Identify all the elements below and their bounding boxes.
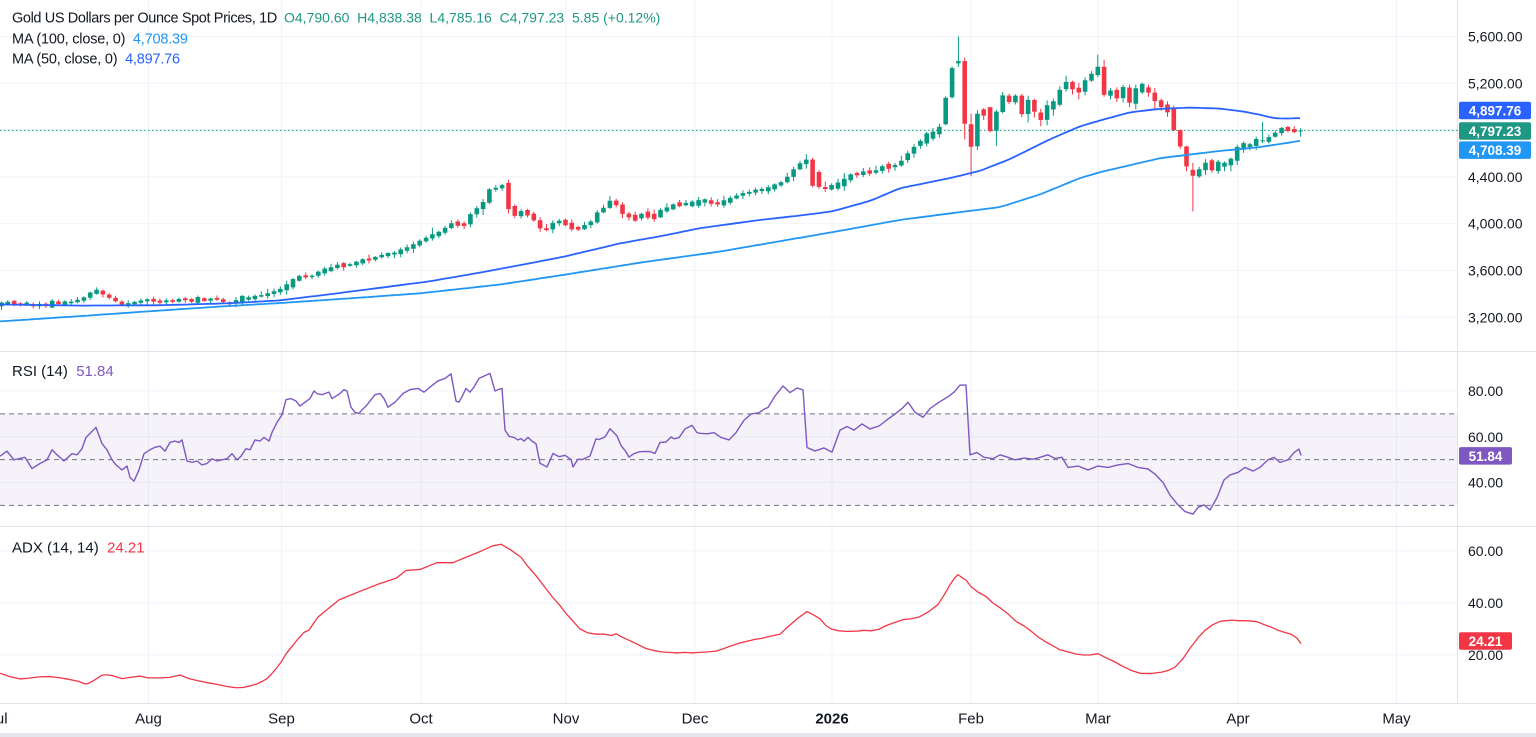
svg-text:Jul: Jul [0,711,8,728]
svg-text:MA (50, close, 0) 4,897.76: MA (50, close, 0) 4,897.76 [12,52,180,68]
svg-text:Nov: Nov [553,711,580,728]
svg-text:40.00: 40.00 [1468,595,1503,611]
svg-text:Aug: Aug [135,711,162,728]
svg-text:Gold US Dollars per Ounce Spot: Gold US Dollars per Ounce Spot Prices, 1… [12,11,277,27]
svg-text:5,600.00: 5,600.00 [1468,29,1523,45]
svg-text:Feb: Feb [958,711,984,728]
svg-text:4,000.00: 4,000.00 [1468,216,1523,232]
svg-text:4,897.76: 4,897.76 [1469,103,1522,118]
svg-text:4,797.23: 4,797.23 [1469,124,1522,139]
svg-text:MA (100, close, 0) 4,708.39: MA (100, close, 0) 4,708.39 [12,32,188,48]
svg-text:3,200.00: 3,200.00 [1468,309,1523,325]
svg-text:Dec: Dec [682,711,709,728]
svg-text:51.84: 51.84 [1469,449,1503,464]
svg-text:3,600.00: 3,600.00 [1468,263,1523,279]
svg-text:ADX (14, 14) 24.21: ADX (14, 14) 24.21 [12,540,145,557]
svg-text:Oct: Oct [409,711,433,728]
svg-text:60.00: 60.00 [1468,429,1503,445]
svg-text:60.00: 60.00 [1468,543,1503,559]
svg-text:Apr: Apr [1226,711,1249,728]
svg-text:40.00: 40.00 [1468,475,1503,491]
svg-text:Sep: Sep [268,711,295,728]
svg-text:May: May [1382,711,1411,728]
svg-text:80.00: 80.00 [1468,383,1503,399]
svg-text:4,708.39: 4,708.39 [1469,143,1522,158]
svg-text:4,400.00: 4,400.00 [1468,169,1523,185]
svg-text:24.21: 24.21 [1469,634,1503,649]
svg-text:20.00: 20.00 [1468,647,1503,663]
svg-text:2026: 2026 [815,711,848,728]
svg-text:Mar: Mar [1085,711,1111,728]
svg-text:O4,790.60 H4,838.38 L4,785.1: O4,790.60 H4,838.38 L4,785.16 C4,797.23 … [284,10,660,26]
svg-text:5,200.00: 5,200.00 [1468,75,1523,91]
svg-text:RSI (14) 51.84: RSI (14) 51.84 [12,363,114,380]
